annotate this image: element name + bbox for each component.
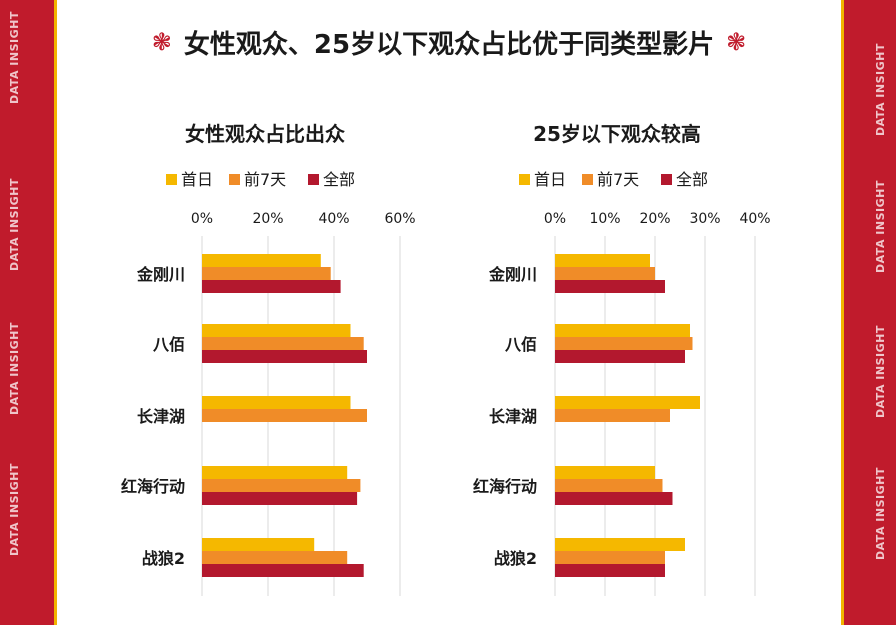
- legend-label: 全部: [676, 170, 708, 189]
- legend-swatch: [519, 174, 530, 185]
- flower-icon: ❃: [726, 28, 747, 56]
- legend-swatch: [308, 174, 319, 185]
- category-label: 金刚川: [136, 265, 185, 284]
- tick-label: 60%: [384, 211, 415, 227]
- bar: [202, 350, 367, 363]
- bar: [202, 479, 361, 492]
- bar: [555, 466, 655, 479]
- bar: [202, 492, 358, 505]
- bar: [555, 267, 655, 280]
- bar: [202, 254, 321, 267]
- legend-swatch: [582, 174, 593, 185]
- tick-label: 40%: [318, 211, 349, 227]
- category-label: 金刚川: [488, 265, 537, 284]
- tick-label: 20%: [639, 211, 670, 227]
- tick-label: 40%: [739, 211, 770, 227]
- legend-swatch: [229, 174, 240, 185]
- bar: [555, 551, 665, 564]
- bar: [555, 409, 670, 422]
- chart-title: 女性观众占比出众: [185, 122, 345, 146]
- legend-label: 全部: [323, 170, 355, 189]
- bar: [202, 564, 364, 577]
- bar: [555, 254, 650, 267]
- category-label: 红海行动: [473, 477, 537, 496]
- tick-label: 0%: [191, 211, 213, 227]
- legend-label: 前7天: [244, 170, 286, 189]
- bar: [555, 396, 700, 409]
- category-label: 八佰: [504, 335, 537, 354]
- bar: [202, 324, 351, 337]
- bar: [202, 267, 331, 280]
- legend-label: 首日: [534, 170, 566, 189]
- category-label: 红海行动: [121, 477, 185, 496]
- bar: [555, 337, 693, 350]
- category-label: 八佰: [152, 335, 185, 354]
- left-frame: DATA INSIGHT DATA INSIGHT DATA INSIGHT D…: [0, 0, 57, 625]
- bar: [202, 409, 367, 422]
- bar: [202, 337, 364, 350]
- legend-swatch: [661, 174, 672, 185]
- tick-label: 10%: [589, 211, 620, 227]
- bar: [555, 350, 685, 363]
- legend-label: 首日: [181, 170, 213, 189]
- page-title: 女性观众、25岁以下观众占比优于同类型影片: [183, 29, 715, 60]
- bar: [555, 479, 663, 492]
- tick-label: 30%: [689, 211, 720, 227]
- legend-swatch: [166, 174, 177, 185]
- right-frame: DATA INSIGHT DATA INSIGHT DATA INSIGHT D…: [841, 0, 896, 625]
- bar: [202, 396, 351, 409]
- bar: [202, 280, 341, 293]
- bar: [555, 280, 665, 293]
- category-label: 长津湖: [137, 407, 185, 426]
- bar: [202, 551, 348, 564]
- bar: [555, 538, 685, 551]
- chart-title: 25岁以下观众较高: [533, 122, 701, 146]
- bar: [555, 564, 665, 577]
- bar: [555, 324, 690, 337]
- title-row: ❃ 女性观众、25岁以下观众占比优于同类型影片 ❃: [57, 22, 841, 62]
- tick-label: 20%: [252, 211, 283, 227]
- legend-label: 前7天: [597, 170, 639, 189]
- tick-label: 0%: [544, 211, 566, 227]
- bar: [202, 538, 315, 551]
- flower-icon: ❃: [151, 28, 172, 56]
- category-label: 战狼2: [142, 549, 185, 568]
- category-label: 长津湖: [489, 407, 537, 426]
- bar: [555, 492, 673, 505]
- category-label: 战狼2: [494, 549, 537, 568]
- bar: [202, 466, 348, 479]
